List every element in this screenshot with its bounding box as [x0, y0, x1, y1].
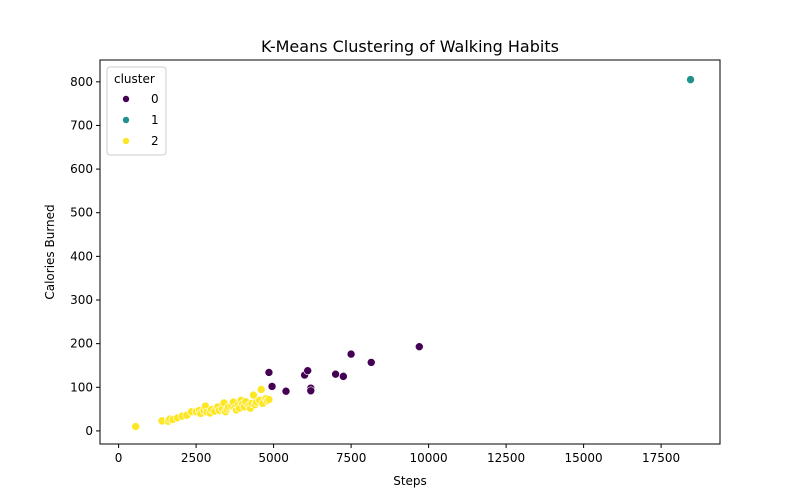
x-tick-label: 15000 — [565, 451, 603, 465]
legend-marker-1 — [122, 116, 130, 124]
legend-box — [106, 66, 167, 156]
data-point-cluster-0 — [306, 386, 316, 396]
legend: cluster 0 1 2 — [106, 66, 167, 156]
data-point-cluster-0 — [331, 369, 340, 379]
y-tick-label: 800 — [70, 75, 93, 89]
data-point-cluster-2 — [256, 385, 266, 394]
y-tick-label: 400 — [70, 249, 93, 263]
data-point-cluster-2 — [249, 390, 258, 400]
y-tick-label: 300 — [70, 293, 93, 307]
y-tick-label: 100 — [70, 380, 93, 394]
legend-marker-2 — [122, 137, 130, 145]
y-axis-label: Calories Burned — [43, 204, 57, 299]
x-axis-label: Steps — [393, 474, 427, 488]
data-point-cluster-1 — [686, 75, 695, 84]
x-tick-label: 2500 — [181, 451, 212, 465]
data-point-cluster-0 — [303, 366, 313, 375]
x-tick-label: 5000 — [258, 451, 289, 465]
legend-marker-0 — [122, 95, 130, 103]
x-tick-label: 7500 — [336, 451, 367, 465]
plot-area-frame — [99, 59, 721, 445]
chart-title: K-Means Clustering of Walking Habits — [261, 37, 559, 56]
y-tick-label: 0 — [85, 424, 93, 438]
data-point-cluster-0 — [267, 382, 277, 391]
data-point-cluster-0 — [366, 358, 376, 367]
data-points — [131, 75, 695, 431]
x-tick-label: 12500 — [487, 451, 525, 465]
data-point-cluster-0 — [264, 368, 274, 377]
y-axis: 0 100 200 300 400 500 600 700 800 — [70, 75, 100, 438]
x-tick-label: 10000 — [410, 451, 448, 465]
legend-label-1: 1 — [151, 113, 159, 127]
legend-label-0: 0 — [151, 92, 159, 106]
x-axis: 0 2500 5000 7500 10000 12500 15000 17500 — [115, 444, 680, 465]
data-point-cluster-0 — [346, 349, 356, 359]
data-point-cluster-2 — [131, 422, 140, 431]
data-point-cluster-0 — [281, 386, 291, 396]
data-point-cluster-0 — [339, 372, 348, 381]
data-point-cluster-2 — [264, 395, 274, 404]
y-tick-label: 700 — [70, 118, 93, 132]
y-tick-label: 500 — [70, 206, 93, 220]
legend-label-2: 2 — [151, 134, 159, 148]
y-tick-label: 200 — [70, 337, 93, 351]
x-tick-label: 17500 — [642, 451, 680, 465]
y-tick-label: 600 — [70, 162, 93, 176]
legend-title: cluster — [114, 72, 155, 86]
x-tick-label: 0 — [115, 451, 123, 465]
data-point-cluster-0 — [414, 342, 424, 351]
